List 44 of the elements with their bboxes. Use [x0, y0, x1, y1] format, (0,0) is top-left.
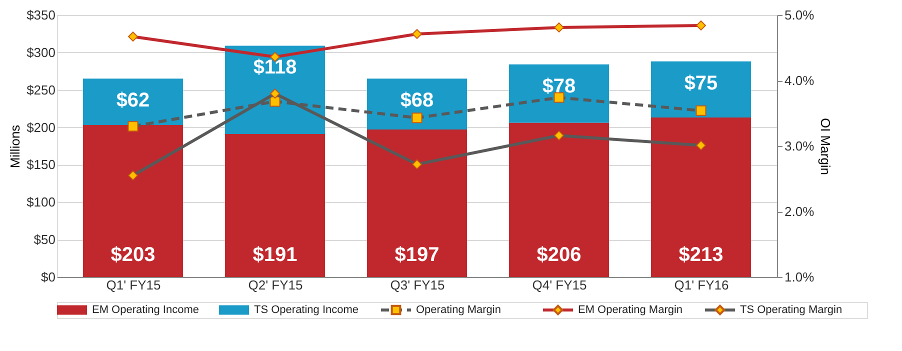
y-tick-label: $50 [34, 232, 56, 248]
y-axis-title: Millions [8, 124, 23, 168]
data-label: $75 [684, 72, 718, 94]
x-tick-label: Q1' FY16 [674, 278, 729, 292]
y-tick-label: $250 [26, 82, 56, 98]
x-tick-label: Q3' FY15 [390, 278, 445, 292]
y2-tick-label: 1.0% [784, 270, 815, 284]
legend-label: EM Operating Income [92, 304, 199, 316]
bar [367, 78, 467, 130]
data-label: $213 [678, 244, 724, 266]
data-label: $78 [542, 75, 576, 98]
bar [367, 130, 467, 277]
bar [509, 122, 609, 277]
data-label: $62 [116, 90, 150, 112]
bar [651, 118, 751, 277]
legend-label: TS Operating Margin [740, 304, 842, 316]
bar [509, 64, 609, 123]
bar [83, 78, 183, 126]
y2-tick-label: 2.0% [784, 204, 815, 219]
legend-label: Operating Margin [416, 304, 501, 316]
x-tick-label: Q4' FY15 [532, 278, 587, 292]
bar [83, 125, 183, 277]
y2-tick-label: 5.0% [784, 8, 815, 22]
y-tick-label: $150 [26, 157, 56, 172]
y-tick-label: $300 [26, 44, 56, 60]
x-tick-label: Q2' FY15 [248, 278, 303, 292]
data-label: $68 [400, 90, 434, 112]
y-tick-label: $100 [26, 194, 56, 210]
data-label: $206 [536, 244, 582, 266]
x-tick-label: Q1' FY15 [106, 278, 161, 292]
data-label: $118 [253, 56, 297, 79]
data-label: $197 [394, 244, 440, 266]
legend-label: TS Operating Income [254, 304, 359, 316]
bar [225, 134, 325, 277]
y2-axis-title: OI Margin [818, 118, 834, 176]
legend-label: EM Operating Margin [578, 304, 683, 316]
y-tick-label: $200 [26, 120, 56, 135]
y2-tick-label: 3.0% [784, 138, 815, 154]
y-tick-label: $0 [41, 270, 56, 284]
data-label: $191 [252, 244, 298, 266]
y-tick-label: $350 [26, 8, 56, 22]
bar [651, 61, 751, 118]
data-label: $203 [110, 244, 156, 266]
y2-tick-label: 4.0% [784, 73, 815, 88]
